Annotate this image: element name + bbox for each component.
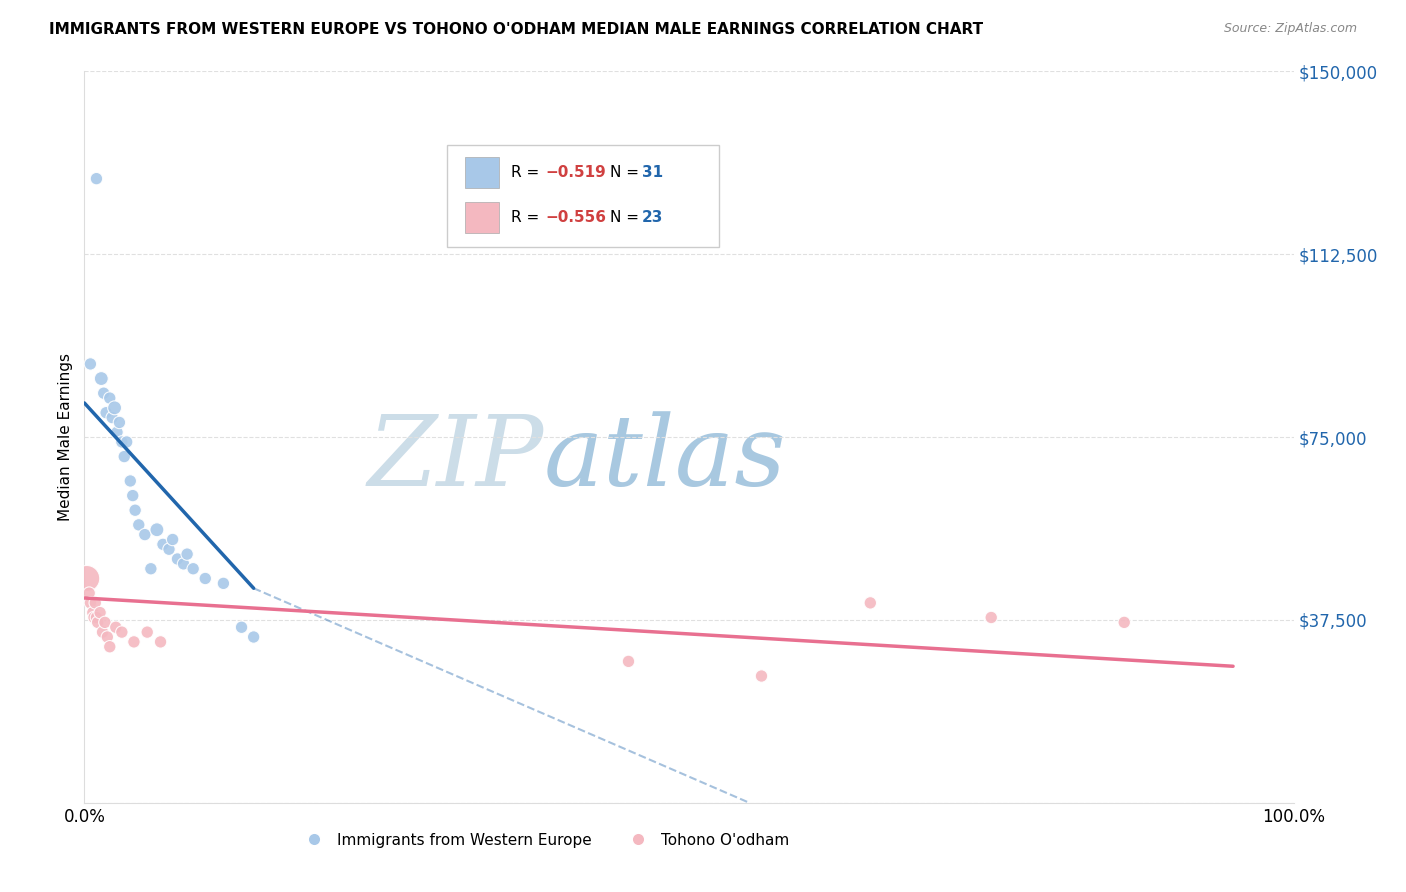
Point — [90, 371, 112, 385]
Point — [139, 562, 162, 576]
Point — [93, 386, 115, 401]
Point — [152, 537, 174, 551]
Point — [157, 542, 180, 557]
Text: R =: R = — [512, 165, 544, 180]
Point — [94, 615, 117, 630]
Point — [122, 635, 145, 649]
Point — [121, 489, 143, 503]
Point — [1114, 615, 1136, 630]
Point — [242, 630, 264, 644]
Point — [128, 517, 150, 532]
Point — [617, 654, 640, 668]
Point — [83, 610, 105, 624]
Point — [194, 572, 217, 586]
Point — [86, 615, 108, 630]
Legend: Immigrants from Western Europe, Tohono O'odham: Immigrants from Western Europe, Tohono O… — [292, 827, 794, 854]
Bar — [465, 157, 499, 187]
Point — [124, 503, 146, 517]
Point — [84, 596, 107, 610]
Point — [98, 391, 121, 405]
Point — [181, 562, 204, 576]
Point — [136, 625, 159, 640]
Point — [751, 669, 773, 683]
Point — [101, 410, 124, 425]
Point — [980, 610, 1002, 624]
Text: −0.556: −0.556 — [546, 211, 606, 225]
Point — [105, 425, 128, 440]
Point — [111, 434, 134, 449]
Text: N =: N = — [610, 165, 644, 180]
FancyBboxPatch shape — [447, 145, 720, 247]
Text: N =: N = — [610, 211, 644, 225]
Point — [89, 606, 111, 620]
Point — [162, 533, 184, 547]
Text: Source: ZipAtlas.com: Source: ZipAtlas.com — [1223, 22, 1357, 36]
Point — [166, 552, 188, 566]
Text: −0.519: −0.519 — [546, 165, 606, 180]
Bar — [465, 202, 499, 233]
Text: atlas: atlas — [544, 411, 786, 507]
Point — [859, 596, 882, 610]
Point — [134, 527, 156, 541]
Text: 31: 31 — [641, 165, 662, 180]
Point — [98, 640, 121, 654]
Point — [115, 434, 138, 449]
Point — [76, 572, 98, 586]
Point — [86, 171, 108, 186]
Point — [231, 620, 253, 634]
Point — [120, 474, 142, 488]
Point — [108, 416, 131, 430]
Point — [176, 547, 198, 561]
Point — [86, 610, 108, 624]
Y-axis label: Median Male Earnings: Median Male Earnings — [58, 353, 73, 521]
Text: 23: 23 — [641, 211, 664, 225]
Text: IMMIGRANTS FROM WESTERN EUROPE VS TOHONO O'ODHAM MEDIAN MALE EARNINGS CORRELATIO: IMMIGRANTS FROM WESTERN EUROPE VS TOHONO… — [49, 22, 983, 37]
Text: R =: R = — [512, 211, 544, 225]
Point — [212, 576, 235, 591]
Point — [94, 406, 117, 420]
Point — [91, 625, 114, 640]
Point — [149, 635, 172, 649]
Point — [77, 586, 100, 600]
Point — [104, 401, 127, 415]
Point — [146, 523, 169, 537]
Point — [112, 450, 135, 464]
Point — [173, 557, 195, 571]
Point — [82, 606, 104, 620]
Text: ZIP: ZIP — [367, 411, 544, 507]
Point — [96, 630, 118, 644]
Point — [79, 357, 101, 371]
Point — [79, 596, 101, 610]
Point — [104, 620, 127, 634]
Point — [111, 625, 134, 640]
